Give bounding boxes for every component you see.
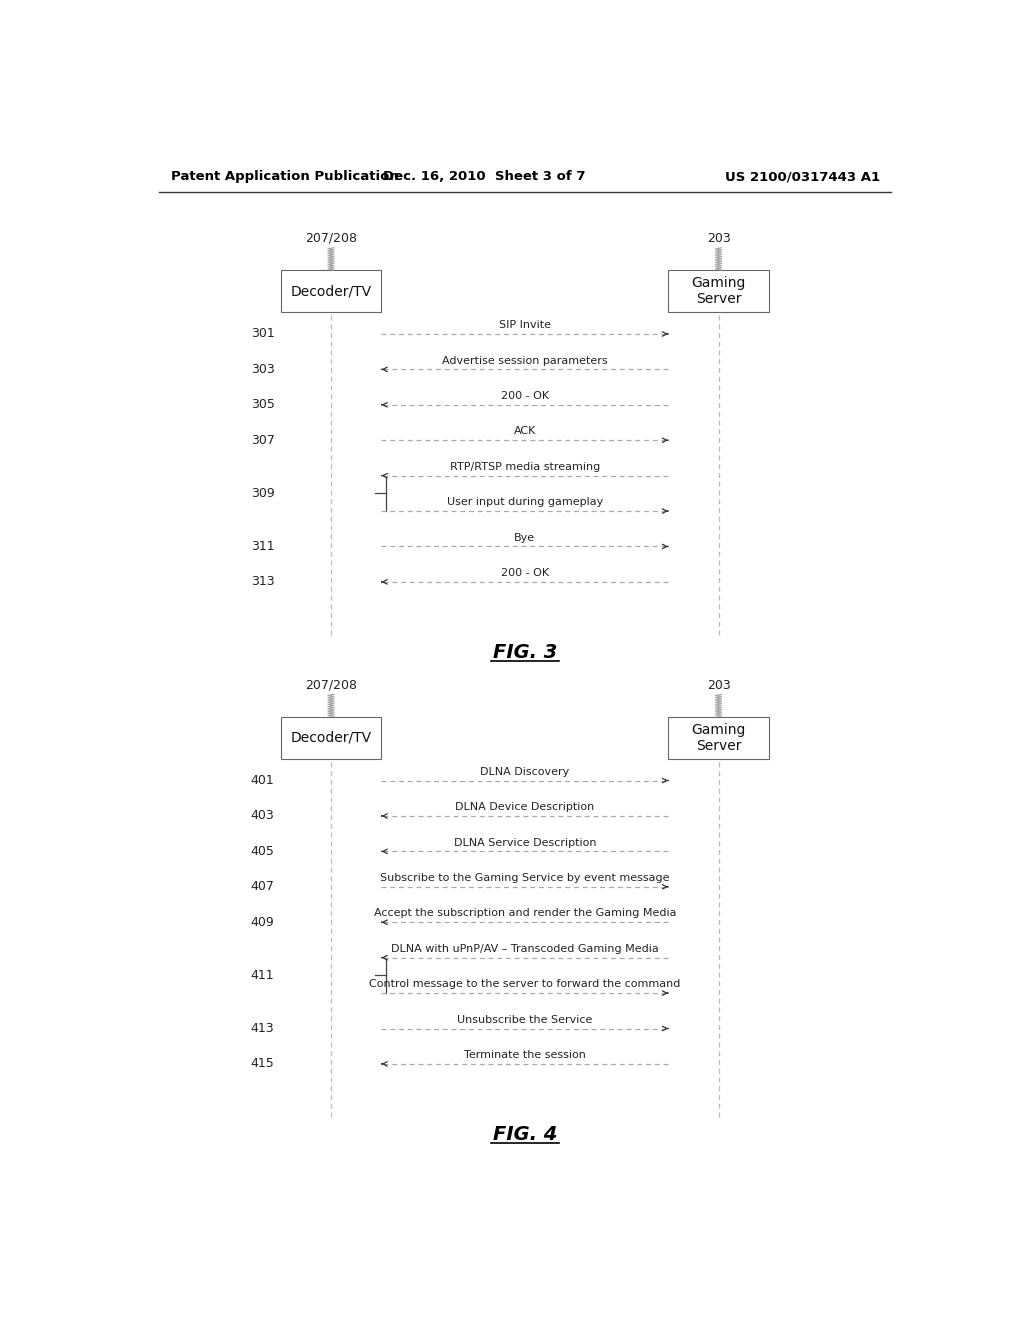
Text: 207/208: 207/208 [305, 678, 357, 692]
Text: Advertise session parameters: Advertise session parameters [442, 355, 607, 366]
Text: DLNA Discovery: DLNA Discovery [480, 767, 569, 776]
Text: 405: 405 [251, 845, 274, 858]
Text: 409: 409 [251, 916, 274, 929]
Text: User input during gameplay: User input during gameplay [446, 498, 603, 507]
Text: RTP/RTSP media streaming: RTP/RTSP media streaming [450, 462, 600, 471]
Text: 407: 407 [251, 880, 274, 894]
Text: 309: 309 [251, 487, 274, 500]
Text: FIG. 3: FIG. 3 [493, 643, 557, 661]
Text: 413: 413 [251, 1022, 274, 1035]
Text: 313: 313 [251, 576, 274, 589]
Text: Decoder/TV: Decoder/TV [291, 284, 372, 298]
Text: US 2100/0317443 A1: US 2100/0317443 A1 [725, 170, 880, 183]
Text: Patent Application Publication: Patent Application Publication [171, 170, 398, 183]
Text: 415: 415 [251, 1057, 274, 1071]
Text: Unsubscribe the Service: Unsubscribe the Service [457, 1015, 593, 1024]
Text: 203: 203 [707, 232, 730, 246]
Text: 401: 401 [251, 774, 274, 787]
Text: Dec. 16, 2010  Sheet 3 of 7: Dec. 16, 2010 Sheet 3 of 7 [383, 170, 586, 183]
Text: 403: 403 [251, 809, 274, 822]
Text: 303: 303 [251, 363, 274, 376]
Text: 207/208: 207/208 [305, 232, 357, 246]
Text: 307: 307 [251, 434, 274, 446]
Text: 311: 311 [251, 540, 274, 553]
Text: Gaming
Server: Gaming Server [691, 723, 745, 752]
Text: SIP Invite: SIP Invite [499, 321, 551, 330]
Text: Decoder/TV: Decoder/TV [291, 731, 372, 744]
Text: 203: 203 [707, 678, 730, 692]
Text: Subscribe to the Gaming Service by event message: Subscribe to the Gaming Service by event… [380, 873, 670, 883]
Text: DLNA Device Description: DLNA Device Description [456, 803, 594, 812]
Bar [281, 717, 381, 759]
Text: DLNA with uPnP/AV – Transcoded Gaming Media: DLNA with uPnP/AV – Transcoded Gaming Me… [391, 944, 658, 954]
Text: 301: 301 [251, 327, 274, 341]
Text: 200 - OK: 200 - OK [501, 391, 549, 401]
Text: 305: 305 [251, 399, 274, 412]
Text: Accept the subscription and render the Gaming Media: Accept the subscription and render the G… [374, 908, 676, 919]
Text: FIG. 4: FIG. 4 [493, 1125, 557, 1143]
Text: Gaming
Server: Gaming Server [691, 276, 745, 306]
Text: Bye: Bye [514, 533, 536, 543]
Text: 200 - OK: 200 - OK [501, 568, 549, 578]
Text: Terminate the session: Terminate the session [464, 1051, 586, 1060]
Text: Control message to the server to forward the command: Control message to the server to forward… [369, 979, 681, 989]
Text: ACK: ACK [514, 426, 536, 437]
Bar [669, 717, 769, 759]
Text: DLNA Service Description: DLNA Service Description [454, 838, 596, 847]
Text: 411: 411 [251, 969, 274, 982]
Bar [281, 271, 381, 313]
Bar [669, 271, 769, 313]
